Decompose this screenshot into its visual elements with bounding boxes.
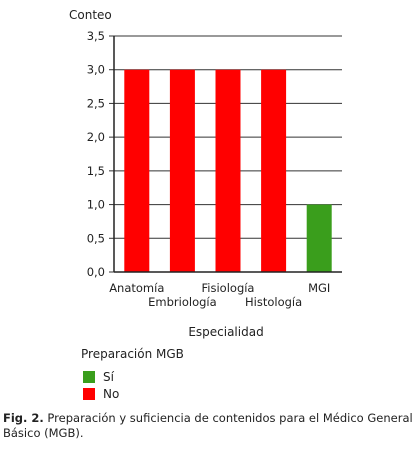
bar-anatomía <box>124 69 150 272</box>
legend: Preparación MGB Sí No <box>81 347 184 402</box>
x-axis-title: Especialidad <box>188 325 263 339</box>
y-tick-label: 0,5 <box>87 231 105 245</box>
bar-embriología <box>169 69 195 272</box>
figure-label: Fig. 2. <box>3 411 44 425</box>
legend-swatch-no <box>83 387 95 400</box>
legend-label-no: No <box>103 386 120 401</box>
y-axis-title: Conteo <box>69 8 112 22</box>
x-tick-label: Histología <box>245 295 302 309</box>
bar-fisiología <box>215 69 241 272</box>
figure-caption: Fig. 2. Preparación y suficiencia de con… <box>3 411 418 441</box>
legend-label-si: Sí <box>103 369 114 384</box>
y-axis-ticks: 0,0 0,5 1,0 1,5 2,0 2,5 3,0 3,5 <box>87 29 114 279</box>
legend-swatch-si <box>83 370 95 383</box>
y-tick-label: 0,0 <box>87 265 105 279</box>
caption-text: Preparación y suficiencia de contenidos … <box>3 411 413 440</box>
bar-histología <box>261 69 287 272</box>
y-tick-label: 2,5 <box>87 96 105 110</box>
y-tick-label: 1,0 <box>87 198 105 212</box>
bar-chart: Conteo 0,0 0,5 1,0 1,5 2,0 2,5 3,0 3,5 Anatomía… <box>69 8 342 339</box>
axes <box>113 36 342 273</box>
bar-mgi <box>306 204 332 272</box>
y-tick-label: 1,5 <box>87 164 105 178</box>
y-tick-label: 2,0 <box>87 130 105 144</box>
y-tick-label: 3,0 <box>87 63 105 77</box>
y-tick-label: 3,5 <box>87 29 105 43</box>
legend-title: Preparación MGB <box>81 347 184 361</box>
x-tick-label: Fisiología <box>202 281 255 295</box>
bars <box>124 69 332 272</box>
x-tick-label: MGI <box>308 281 330 295</box>
x-tick-label: Anatomía <box>109 281 164 295</box>
legend-item-si: Sí <box>81 368 184 385</box>
legend-item-no: No <box>81 385 184 402</box>
x-tick-label: Embriología <box>148 295 217 309</box>
